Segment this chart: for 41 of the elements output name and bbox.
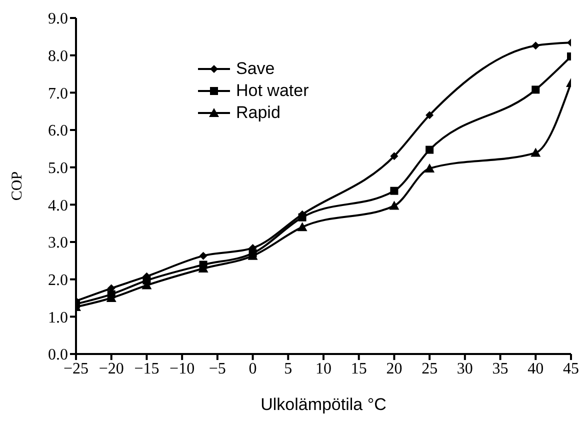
point: [530, 148, 541, 157]
legend-label: Rapid: [236, 103, 280, 123]
y-tick-label: 9.0: [48, 10, 68, 28]
point: [390, 186, 398, 195]
y-tick-label: 4.0: [48, 197, 68, 214]
y-tick-label: 2.0: [48, 272, 68, 290]
x-tick-label: 40: [528, 360, 544, 378]
point: [532, 86, 540, 94]
point: [199, 260, 208, 269]
x-tick-label: −15: [134, 360, 160, 378]
point: [297, 222, 308, 232]
x-tick-label: 45: [563, 360, 579, 378]
point: [199, 252, 208, 260]
x-axis-title: Ulkolämpötila °C: [260, 395, 386, 414]
y-tick-label: 5.0: [48, 160, 68, 178]
y-tick-label: 1.0: [48, 309, 68, 326]
point: [426, 146, 434, 154]
y-tick-label: 7.0: [48, 85, 68, 102]
x-tick-label: 25: [422, 360, 438, 378]
y-axis-title: COP: [9, 171, 26, 201]
x-tick-label: −10: [170, 360, 195, 378]
point: [424, 163, 435, 172]
point: [390, 152, 398, 160]
y-tick-label: 6.0: [48, 122, 68, 140]
x-tick-label: 5: [284, 360, 292, 378]
x-tick-label: −5: [208, 360, 226, 378]
x-tick-label: 0: [248, 360, 257, 378]
legend-label: Save: [236, 59, 275, 79]
point: [532, 42, 540, 50]
point: [389, 200, 400, 210]
y-tick-label: 8.0: [48, 48, 68, 66]
x-tick-label: 30: [456, 360, 473, 378]
x-tick-label: 15: [350, 360, 367, 378]
point: [107, 290, 116, 298]
x-tick-label: 10: [316, 360, 332, 378]
x-tick-label: 35: [492, 360, 508, 378]
x-tick-label: −20: [98, 360, 124, 378]
legend-label: Hot water: [236, 81, 309, 101]
x-tick-label: 20: [386, 360, 402, 378]
y-tick-label: 3.0: [48, 234, 68, 252]
point: [426, 111, 434, 120]
